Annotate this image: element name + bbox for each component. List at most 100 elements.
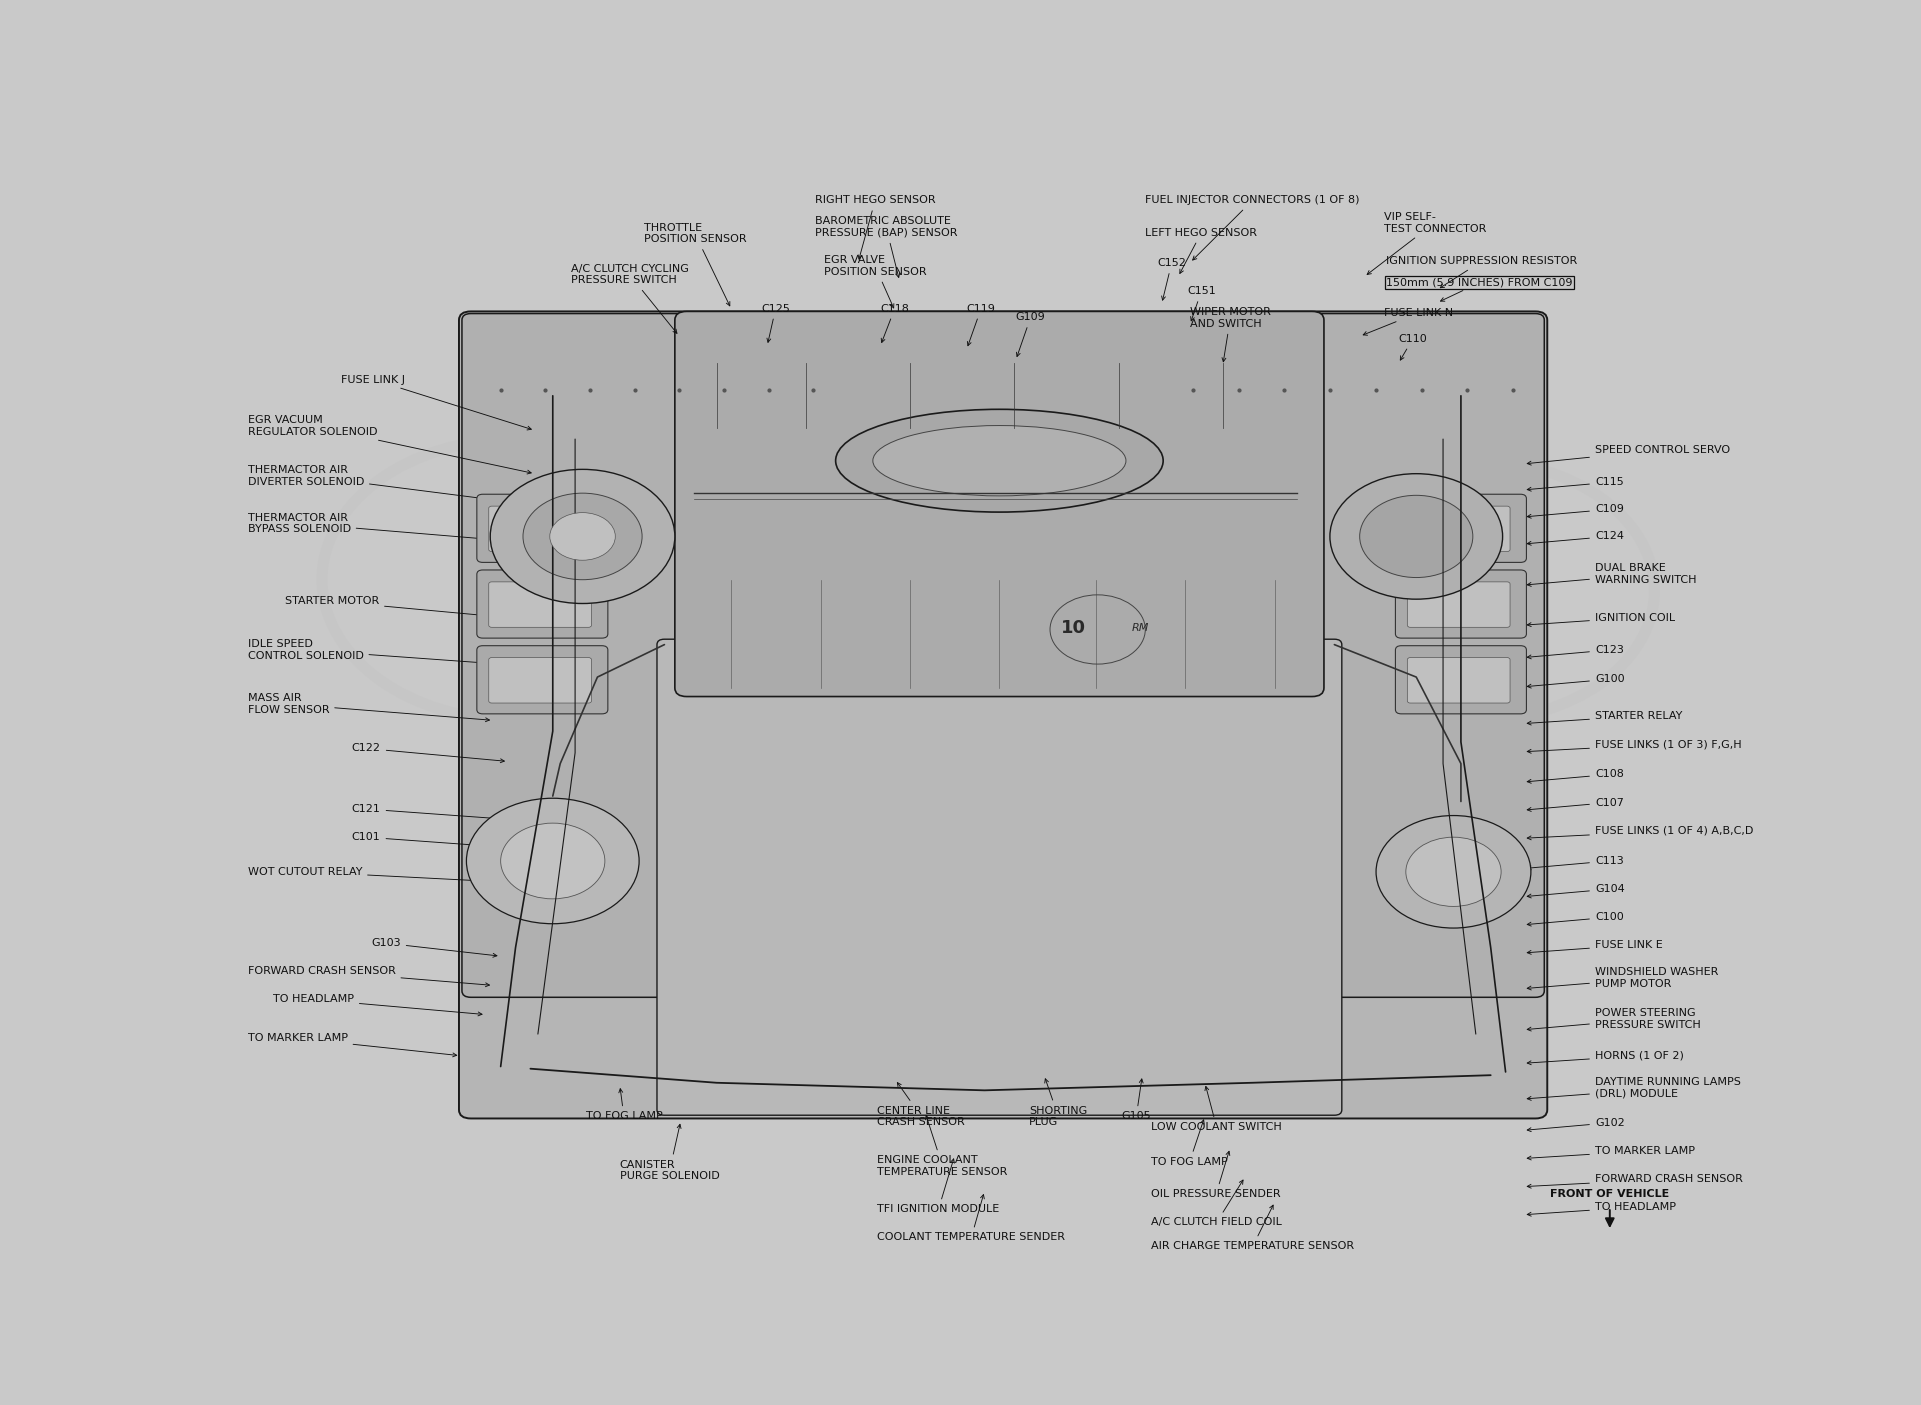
Text: CANISTER
PURGE SOLENOID: CANISTER PURGE SOLENOID (620, 1124, 720, 1182)
Text: POWER STEERING
PRESSURE SWITCH: POWER STEERING PRESSURE SWITCH (1527, 1009, 1700, 1031)
Text: TO FOG LAMP: TO FOG LAMP (586, 1089, 663, 1121)
Text: G103: G103 (371, 939, 498, 957)
Text: STARTER RELAY: STARTER RELAY (1527, 711, 1683, 725)
Text: TO FOG LAMP: TO FOG LAMP (1151, 1120, 1228, 1166)
Text: LEFT HEGO SENSOR: LEFT HEGO SENSOR (1145, 228, 1258, 274)
FancyBboxPatch shape (657, 639, 1341, 1116)
Text: G100: G100 (1527, 674, 1625, 688)
Text: TO HEADLAMP: TO HEADLAMP (273, 995, 482, 1016)
FancyBboxPatch shape (1131, 313, 1544, 998)
Text: TFI IGNITION MODULE: TFI IGNITION MODULE (878, 1159, 999, 1214)
Circle shape (549, 513, 615, 561)
Text: FORWARD CRASH SENSOR: FORWARD CRASH SENSOR (248, 967, 490, 986)
Text: FUSE LINKS (1 OF 3) F,G,H: FUSE LINKS (1 OF 3) F,G,H (1527, 739, 1742, 753)
Text: LOW COOLANT SWITCH: LOW COOLANT SWITCH (1151, 1086, 1281, 1132)
Text: C110: C110 (1398, 334, 1427, 360)
Text: EGR VACUUM
REGULATOR SOLENOID: EGR VACUUM REGULATOR SOLENOID (248, 416, 532, 473)
Ellipse shape (872, 426, 1126, 496)
Text: C119: C119 (966, 303, 995, 346)
FancyBboxPatch shape (1395, 646, 1527, 714)
Text: C100: C100 (1527, 912, 1623, 926)
Text: SPEED CONTROL SERVO: SPEED CONTROL SERVO (1527, 445, 1731, 465)
Text: RM: RM (1131, 624, 1149, 634)
FancyBboxPatch shape (461, 313, 866, 998)
Text: C123: C123 (1527, 645, 1623, 659)
Text: MASS AIR
FLOW SENSOR: MASS AIR FLOW SENSOR (248, 693, 490, 722)
Text: C115: C115 (1527, 478, 1623, 492)
Circle shape (523, 493, 642, 580)
Text: 10: 10 (1060, 620, 1087, 638)
Circle shape (1329, 473, 1502, 599)
Text: TO HEADLAMP: TO HEADLAMP (1527, 1203, 1675, 1217)
Text: DAYTIME RUNNING LAMPS
(DRL) MODULE: DAYTIME RUNNING LAMPS (DRL) MODULE (1527, 1078, 1740, 1100)
Text: CENTER LINE
CRASH SENSOR: CENTER LINE CRASH SENSOR (878, 1083, 964, 1127)
Text: WIPER MOTOR
AND SWITCH: WIPER MOTOR AND SWITCH (1189, 308, 1272, 361)
Text: DUAL BRAKE
WARNING SWITCH: DUAL BRAKE WARNING SWITCH (1527, 563, 1696, 586)
Text: G105: G105 (1122, 1079, 1151, 1121)
Text: IGNITION SUPPRESSION RESISTOR: IGNITION SUPPRESSION RESISTOR (1387, 256, 1577, 288)
Text: G102: G102 (1527, 1118, 1625, 1131)
Text: HORNS (1 OF 2): HORNS (1 OF 2) (1527, 1051, 1685, 1065)
FancyBboxPatch shape (1395, 570, 1527, 638)
Text: ENGINE COOLANT
TEMPERATURE SENSOR: ENGINE COOLANT TEMPERATURE SENSOR (878, 1116, 1009, 1177)
Text: WINDSHIELD WASHER
PUMP MOTOR: WINDSHIELD WASHER PUMP MOTOR (1527, 967, 1717, 991)
FancyBboxPatch shape (488, 582, 592, 627)
FancyBboxPatch shape (476, 570, 607, 638)
Text: C113: C113 (1527, 856, 1623, 870)
Circle shape (1360, 496, 1473, 577)
Text: WOT CUTOUT RELAY: WOT CUTOUT RELAY (248, 867, 511, 884)
Text: C121: C121 (352, 804, 511, 822)
Circle shape (467, 798, 640, 923)
Text: THERMACTOR AIR
BYPASS SOLENOID: THERMACTOR AIR BYPASS SOLENOID (248, 513, 517, 544)
Text: C109: C109 (1527, 504, 1623, 518)
Text: G104: G104 (1527, 884, 1625, 898)
Text: FUEL INJECTOR CONNECTORS (1 OF 8): FUEL INJECTOR CONNECTORS (1 OF 8) (1145, 195, 1360, 260)
Text: C107: C107 (1527, 798, 1623, 812)
Text: IGNITION COIL: IGNITION COIL (1527, 613, 1675, 627)
FancyBboxPatch shape (476, 646, 607, 714)
Text: 150mm (5.9 INCHES) FROM C109: 150mm (5.9 INCHES) FROM C109 (1387, 278, 1573, 301)
FancyBboxPatch shape (488, 658, 592, 702)
Text: FORWARD CRASH SENSOR: FORWARD CRASH SENSOR (1527, 1175, 1742, 1189)
Text: THERMACTOR AIR
DIVERTER SOLENOID: THERMACTOR AIR DIVERTER SOLENOID (248, 465, 523, 504)
Text: C151: C151 (1187, 287, 1216, 320)
Text: A/C CLUTCH CYCLING
PRESSURE SWITCH: A/C CLUTCH CYCLING PRESSURE SWITCH (571, 264, 688, 333)
Text: C122: C122 (352, 743, 505, 763)
FancyBboxPatch shape (1395, 495, 1527, 562)
Text: C124: C124 (1527, 531, 1623, 545)
FancyBboxPatch shape (1408, 658, 1510, 702)
Text: FRONT OF VEHICLE: FRONT OF VEHICLE (1550, 1189, 1669, 1200)
Ellipse shape (836, 409, 1164, 511)
Text: TO MARKER LAMP: TO MARKER LAMP (248, 1034, 457, 1057)
Text: C118: C118 (880, 303, 909, 343)
Text: TO MARKER LAMP: TO MARKER LAMP (1527, 1146, 1694, 1161)
Text: C108: C108 (1527, 770, 1623, 783)
Text: STARTER MOTOR: STARTER MOTOR (284, 596, 526, 621)
FancyBboxPatch shape (674, 312, 1324, 697)
Text: VIP SELF-
TEST CONNECTOR: VIP SELF- TEST CONNECTOR (1368, 212, 1485, 274)
Text: IDLE SPEED
CONTROL SOLENOID: IDLE SPEED CONTROL SOLENOID (248, 639, 526, 667)
Text: OIL PRESSURE SENDER: OIL PRESSURE SENDER (1151, 1151, 1281, 1200)
Circle shape (1406, 837, 1500, 906)
Circle shape (501, 823, 605, 899)
Text: FUSE LINK J: FUSE LINK J (342, 375, 532, 430)
Text: EGR VALVE
POSITION SENSOR: EGR VALVE POSITION SENSOR (824, 256, 926, 308)
FancyBboxPatch shape (476, 495, 607, 562)
FancyBboxPatch shape (488, 506, 592, 552)
Text: THROTTLE
POSITION SENSOR: THROTTLE POSITION SENSOR (644, 223, 745, 306)
Text: C125: C125 (761, 303, 790, 343)
Text: FUSE LINK N: FUSE LINK N (1364, 308, 1452, 336)
Text: C101: C101 (352, 832, 511, 850)
Text: AIR CHARGE TEMPERATURE SENSOR: AIR CHARGE TEMPERATURE SENSOR (1151, 1205, 1354, 1250)
FancyBboxPatch shape (1408, 506, 1510, 552)
Text: SHORTING
PLUG: SHORTING PLUG (1030, 1079, 1087, 1127)
Text: COOLANT TEMPERATURE SENDER: COOLANT TEMPERATURE SENDER (878, 1194, 1066, 1242)
Circle shape (1375, 815, 1531, 929)
FancyBboxPatch shape (459, 312, 1546, 1118)
Text: A/C CLUTCH FIELD COIL: A/C CLUTCH FIELD COIL (1151, 1180, 1281, 1228)
Text: RIGHT HEGO SENSOR: RIGHT HEGO SENSOR (815, 195, 936, 259)
Text: BAROMETRIC ABSOLUTE
PRESSURE (BAP) SENSOR: BAROMETRIC ABSOLUTE PRESSURE (BAP) SENSO… (815, 216, 957, 277)
FancyBboxPatch shape (1408, 582, 1510, 627)
Text: C152: C152 (1156, 259, 1185, 301)
Text: G109: G109 (1016, 312, 1045, 357)
